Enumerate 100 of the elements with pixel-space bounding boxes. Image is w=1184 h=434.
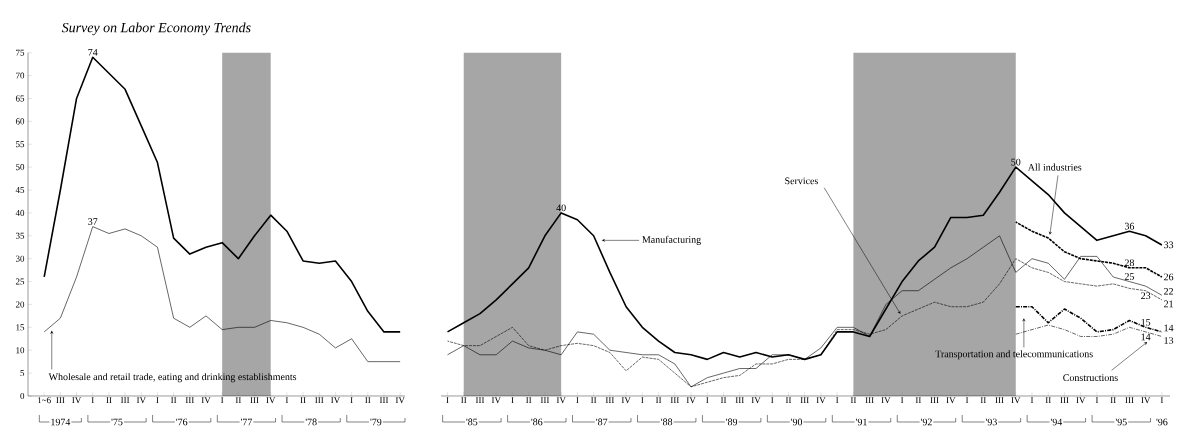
- x-tick-label: IV: [556, 397, 566, 404]
- x-tick-label: I: [641, 397, 644, 404]
- x-tick-label: II: [850, 397, 857, 404]
- data-label: 23: [1141, 292, 1151, 300]
- x-tick-label: III: [1125, 397, 1134, 404]
- x-tick-label: IV: [331, 397, 341, 404]
- x-tick-label: III: [540, 397, 550, 404]
- x-tick-label: II: [526, 397, 532, 404]
- x-tick-label: III: [605, 397, 615, 404]
- x-tick-label: IV: [621, 397, 631, 404]
- x-tick-label: II: [915, 397, 922, 404]
- series-label: Transportation and telecommunications: [935, 350, 1093, 360]
- text: '89: [726, 418, 738, 426]
- x-tick-label: II: [300, 397, 306, 404]
- x-tick-label: III: [670, 397, 679, 404]
- x-tick-label: IV: [816, 397, 826, 404]
- x-tick-label: II: [461, 397, 467, 404]
- x-tick-label: I: [1030, 397, 1034, 404]
- data-label: 40: [556, 204, 566, 212]
- x-tick-label: I: [511, 397, 514, 404]
- y-tick-label: 25: [15, 278, 25, 285]
- y-tick-label: 30: [15, 255, 25, 262]
- y-tick-label: 50: [16, 164, 25, 171]
- text: '79: [370, 418, 382, 426]
- x-tick-label: III: [120, 397, 130, 404]
- text: '86: [531, 418, 543, 426]
- x-tick-label: II: [785, 397, 792, 404]
- chart-title: Survey on Labor Economy Trends: [61, 22, 251, 36]
- data-label: 25: [1124, 273, 1135, 280]
- x-tick-label: I: [285, 397, 289, 404]
- x-tick-label: IV: [266, 397, 276, 404]
- legend-label: Manufacturing: [642, 235, 701, 245]
- x-tick-label: II: [170, 397, 177, 404]
- x-tick-label: II: [590, 397, 597, 404]
- y-tick-label: 10: [16, 347, 25, 354]
- x-tick-label: I: [900, 397, 904, 404]
- y-tick-label: 5: [20, 370, 25, 377]
- x-tick-label: II: [1110, 397, 1116, 404]
- text: '94: [1050, 418, 1063, 426]
- data-label: 14: [1164, 324, 1174, 332]
- x-tick-label: I: [965, 397, 969, 404]
- x-tick-label: IV: [1011, 397, 1021, 404]
- x-tick-label: IV: [136, 397, 146, 404]
- x-tick-label: III: [250, 397, 259, 404]
- text: '90: [791, 418, 803, 426]
- x-tick-label: III: [735, 397, 744, 404]
- y-tick-label: 55: [16, 141, 25, 148]
- y-tick-label: 65: [15, 95, 25, 102]
- y-tick-label: 15: [16, 324, 25, 331]
- text: '96: [1156, 418, 1168, 426]
- x-tick-label: II: [365, 397, 371, 404]
- data-label: 74: [88, 49, 98, 56]
- text: '95: [1115, 418, 1127, 426]
- x-tick-label: I: [706, 397, 709, 404]
- x-tick-label: III: [1060, 397, 1069, 404]
- x-tick-label: III: [379, 397, 389, 404]
- x-tick-label: I: [836, 397, 839, 404]
- data-label: 50: [1011, 158, 1021, 166]
- data-label: 37: [88, 218, 98, 225]
- text: '85: [466, 418, 478, 426]
- x-tick-label: IV: [751, 397, 761, 404]
- text: Constructions: [1063, 374, 1118, 382]
- x-tick-label: IV: [881, 397, 891, 404]
- data-label: 14: [1141, 333, 1151, 341]
- x-tick-label: IV: [72, 397, 82, 404]
- text: '93: [985, 418, 997, 426]
- text: '77: [240, 418, 253, 426]
- x-tick-label: I: [771, 397, 774, 404]
- text: '88: [661, 418, 673, 426]
- x-tick-label: I: [576, 397, 579, 404]
- x-tick-label: III: [800, 397, 809, 404]
- text: '78: [305, 418, 317, 426]
- x-tick-label: III: [865, 397, 874, 404]
- text: All industries: [1027, 163, 1082, 171]
- data-label: 13: [1164, 337, 1174, 344]
- data-label: 26: [1164, 273, 1174, 281]
- data-label: 36: [1124, 222, 1135, 230]
- x-tick-label: II: [106, 397, 112, 404]
- y-tick-label: 0: [20, 392, 25, 400]
- x-tick-label: II: [980, 397, 986, 404]
- x-tick-label: I: [1160, 397, 1164, 404]
- text: '76: [176, 418, 188, 426]
- x-tick-label: II: [655, 397, 662, 404]
- y-tick-label: 75: [16, 49, 25, 56]
- x-tick-label: III: [930, 397, 939, 404]
- x-tick-label: III: [56, 397, 65, 404]
- text: '87: [596, 418, 608, 426]
- text: '92: [921, 418, 932, 426]
- x-tick-label: IV: [1141, 397, 1151, 404]
- data-label: 28: [1124, 259, 1135, 267]
- text: '75: [111, 418, 123, 426]
- text: 1974: [51, 418, 71, 426]
- x-tick-label: IV: [395, 397, 405, 404]
- x-tick-label: III: [315, 397, 324, 404]
- data-label: 15: [1141, 318, 1151, 326]
- x-tick-label: IV: [1076, 397, 1086, 404]
- y-tick-label: 40: [15, 209, 25, 216]
- x-tick-label: II: [720, 397, 727, 404]
- y-tick-label: 35: [15, 232, 25, 239]
- x-tick-label: I: [91, 397, 94, 404]
